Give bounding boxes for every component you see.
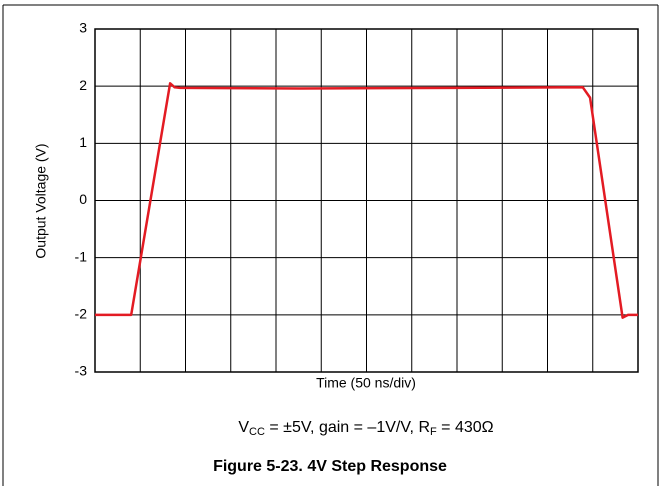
chart-title: Figure 5-23. 4V Step Response [213,458,447,475]
plot-border [94,28,639,373]
y-tick-label: 1 [79,134,87,150]
x-axis-label: Time (50 ns/div) [316,375,416,391]
subtitle-part: V [238,419,249,436]
subtitle-part: = ±5V, gain = –1V/V, R [265,419,430,436]
y-tick-label: -3 [75,363,88,379]
subtitle-subscript: F [430,426,437,438]
chart-subtitle: VCC = ±5V, gain = –1V/V, RF = 430Ω [238,419,493,438]
subtitle-subscript: CC [249,426,265,438]
subtitle-part: = 430Ω [437,419,494,436]
y-tick-label: 2 [79,77,87,93]
y-tick-label: -1 [75,248,88,264]
line-series [95,82,638,319]
y-axis-label: Output Voltage (V) [33,143,49,258]
y-tick-label: -2 [75,306,88,322]
y-tick-label: 0 [79,191,87,207]
y-tick-label: 3 [79,20,87,36]
